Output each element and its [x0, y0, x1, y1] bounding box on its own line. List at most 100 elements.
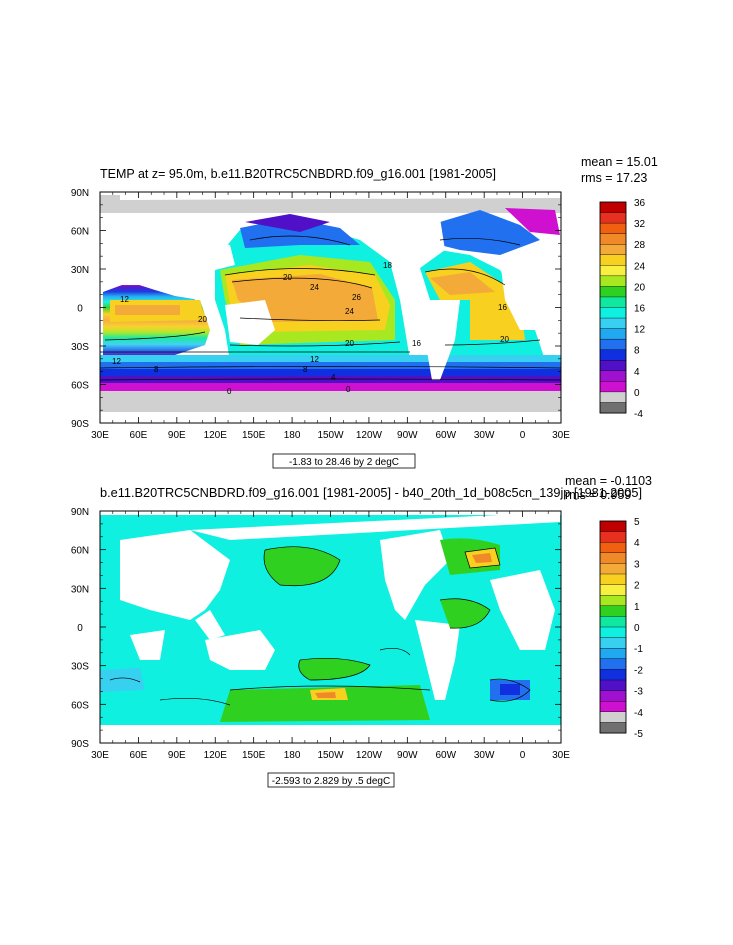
colorbar-swatch	[599, 212, 627, 224]
colorbar-swatch	[599, 317, 627, 330]
x-tick-label: 150E	[242, 430, 266, 441]
colorbar-swatch	[599, 648, 627, 660]
colorbar-label: 32	[634, 219, 646, 230]
colorbar-label: 28	[634, 240, 646, 251]
contour-label: 24	[345, 307, 354, 316]
y-tick-label: 30S	[71, 342, 89, 353]
panel-2-axes: 30E 60E 90E 120E 150E 180 150W 120W 90W 60W 30W 0 30…	[71, 507, 570, 761]
x-tick-label: 150E	[242, 750, 266, 761]
panel-2-rms: rms = 0.959	[565, 488, 631, 502]
colorbar-swatch	[599, 243, 627, 256]
colorbar-label: 3	[634, 559, 640, 570]
x-tick-label: 150W	[317, 430, 344, 441]
y-tick-label: 30N	[71, 584, 89, 595]
colorbar-label: 4	[634, 538, 640, 549]
contour-label: 12	[120, 295, 129, 304]
colorbar-swatch	[599, 711, 627, 723]
colorbar-label: 5	[634, 517, 640, 528]
x-tick-label: 120W	[356, 430, 383, 441]
panel-1: TEMP at z= 95.0m, b.e11.B20TRC5CNBDRD.f0…	[71, 155, 658, 469]
x-tick-label: 0	[520, 430, 526, 441]
colorbar-swatch	[599, 690, 627, 702]
contour-label: 18	[383, 261, 392, 270]
panel-1-mean: mean = 15.01	[581, 155, 658, 169]
colorbar-frame	[599, 520, 627, 734]
x-tick-label: 30W	[474, 750, 495, 761]
colorbar-swatch	[599, 531, 627, 543]
contour-label: 16	[498, 303, 507, 312]
y-tick-label: 60N	[71, 227, 89, 238]
y-tick-label: 0	[77, 304, 83, 315]
x-tick-label: 60E	[130, 750, 148, 761]
x-tick-label: 30E	[91, 750, 109, 761]
colorbar-label: 2	[634, 581, 640, 592]
panel-1-range-label: -1.83 to 28.46 by 2 degC	[289, 457, 399, 468]
colorbar-label: -1	[634, 644, 643, 655]
contour-label: 4	[331, 373, 336, 382]
colorbar-label: -2	[634, 665, 643, 676]
colorbar-label: 0	[634, 388, 640, 399]
x-tick-label: 30W	[474, 430, 495, 441]
colorbar-swatch	[599, 233, 627, 245]
panel-1-colorbar: 36 32 28 24 20 16 12 8 4 0 -4	[599, 198, 646, 420]
colorbar-swatch	[599, 286, 627, 298]
x-tick-label: 90W	[397, 750, 418, 761]
colorbar-label: 4	[634, 367, 640, 378]
colorbar-swatch	[599, 542, 627, 554]
panel-1-map	[100, 192, 561, 423]
colorbar-swatch	[599, 338, 627, 351]
colorbar-swatch	[599, 563, 627, 575]
colorbar-label: -4	[634, 409, 643, 420]
panel-1-rms: rms = 17.23	[581, 171, 647, 185]
colorbar-swatch	[599, 201, 627, 214]
colorbar-label: -5	[634, 729, 643, 740]
colorbar-label: 24	[634, 261, 646, 272]
x-tick-label: 180	[284, 750, 301, 761]
colorbar-label: 20	[634, 282, 646, 293]
colorbar-swatch	[599, 658, 627, 670]
y-tick-label: 60S	[71, 700, 89, 711]
colorbar-label: 0	[634, 623, 640, 634]
y-tick-label: 90S	[71, 419, 89, 430]
colorbar-swatch	[599, 595, 627, 607]
panel-1-axes: 30E 60E 90E 120E 150E 180 150W 120W 90W 60W 30W 0 30…	[71, 188, 570, 441]
contour-label: 20	[283, 273, 292, 282]
x-tick-label: 120E	[204, 430, 228, 441]
colorbar-swatch	[599, 360, 627, 372]
colorbar-swatch	[599, 584, 627, 596]
colorbar-swatch	[599, 296, 627, 309]
panel-2: b.e11.B20TRC5CNBDRD.f09_g16.001 [1981-20…	[71, 474, 652, 788]
colorbar-label: 16	[634, 304, 646, 315]
colorbar-swatch	[599, 391, 627, 403]
colorbar-frame	[599, 201, 627, 414]
y-tick-label: 90N	[71, 188, 89, 199]
colorbar-swatch	[599, 328, 627, 340]
colorbar-swatch	[599, 679, 627, 692]
panel-1-range-box	[272, 453, 416, 469]
colorbar-swatch	[599, 222, 627, 235]
colorbar-swatch	[599, 381, 627, 393]
y-tick-label: 60S	[71, 381, 89, 392]
x-tick-label: 60W	[435, 750, 456, 761]
contour-label: 24	[310, 283, 319, 292]
colorbar-swatch	[599, 637, 627, 649]
y-tick-label: 30S	[71, 662, 89, 673]
contour-label: 12	[310, 355, 319, 364]
colorbar-label: 36	[634, 198, 646, 209]
colorbar-swatch	[599, 701, 627, 713]
colorbar-swatch	[599, 669, 627, 681]
x-tick-label: 150W	[317, 750, 344, 761]
x-tick-label: 60W	[435, 430, 456, 441]
colorbar-swatch	[599, 626, 627, 639]
panel-1-contour-labels: 20 24 26 24 18 20 16 20 16 12 12 8 0 8 4…	[112, 261, 509, 396]
y-tick-label: 0	[77, 623, 83, 634]
panel-1-title: TEMP at z= 95.0m, b.e11.B20TRC5CNBDRD.f0…	[100, 167, 496, 181]
colorbar-swatch	[599, 616, 627, 628]
x-tick-label: 30E	[91, 430, 109, 441]
colorbar-label: -4	[634, 708, 643, 719]
contour-label: 0	[227, 387, 232, 396]
colorbar-swatch	[599, 520, 627, 533]
colorbar-swatch	[599, 275, 627, 287]
contour-label: 8	[154, 365, 159, 374]
